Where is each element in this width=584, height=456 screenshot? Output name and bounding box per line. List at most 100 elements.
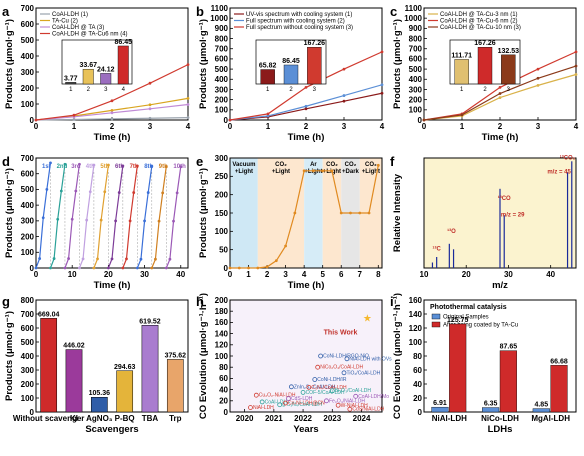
c-inset-category: 1 — [460, 87, 464, 93]
b-series-line-point — [304, 86, 308, 89]
i-value-label: 6.35 — [484, 401, 498, 408]
d-cycle-line-point — [157, 219, 161, 223]
b-series-line-point — [380, 91, 384, 95]
i-value-label: 87.65 — [500, 344, 518, 351]
g-ytick-label: 700 — [21, 310, 35, 319]
d-cycle-label: 4th — [86, 164, 95, 170]
d-cycle-line-point — [172, 219, 175, 223]
e-x-axis-label: Time (h) — [288, 280, 325, 291]
i-bar — [532, 408, 550, 413]
b-xtick-label: 4 — [380, 122, 385, 131]
e-ytick-label: 200 — [215, 190, 229, 199]
g-category-label: P-BQ — [115, 414, 135, 423]
c-ytick-label: 1100 — [405, 4, 423, 13]
h-literature-point — [329, 388, 335, 394]
e-xtick-label: 7 — [358, 270, 363, 279]
c-x-axis-label: Time (h) — [482, 132, 519, 143]
d-cycle-line-point — [67, 257, 70, 260]
d-cycle-label: 2nd — [57, 164, 68, 170]
g-ytick-label: 400 — [21, 352, 35, 361]
h-literature-point — [324, 398, 329, 404]
d-cycle-line-point — [132, 191, 136, 194]
d-cycle-line-point — [117, 191, 121, 194]
h-literature-point — [312, 377, 318, 382]
i-ytick-label: 120 — [409, 324, 423, 333]
b-series-line-point — [342, 99, 346, 103]
h-literature-point — [318, 353, 324, 359]
c-ytick-label: 400 — [409, 75, 423, 84]
g-value-label: 446.02 — [63, 343, 85, 350]
d-cycle-line-point — [92, 266, 96, 270]
b-xtick-label: 0 — [228, 122, 233, 131]
d-cycle-line-point — [106, 163, 110, 167]
b-inset-bar — [307, 47, 322, 85]
h-point-label: ZnIn₂S₄-CoAl-LDH — [294, 384, 336, 390]
i-value-label: 6.91 — [433, 400, 447, 407]
d-cycle-line-point — [106, 266, 110, 270]
d-cycle-line-point — [81, 257, 85, 261]
a-series-line-point — [110, 111, 114, 115]
h-ytick-label: 40 — [219, 385, 228, 394]
c-series-line-point — [422, 118, 426, 122]
d-cycle-line-point — [128, 219, 132, 223]
h-literature-point — [259, 399, 265, 405]
e-series-line-point — [228, 266, 232, 270]
chart-i: 0 20 40 60 80 100 120 140 160 LDHs CO Evolution (μ… — [392, 293, 577, 435]
a-inset-category: 1 — [69, 87, 73, 93]
c-y-axis-label: Products (μmol·g⁻¹) — [392, 19, 403, 109]
g-bar — [166, 359, 184, 413]
h-xtick-label: 2024 — [353, 414, 371, 423]
h-literature-point — [248, 405, 253, 410]
g-value-label: 375.62 — [165, 352, 187, 359]
h-point-label: TiO₂/CoAl-LDH — [347, 370, 381, 376]
i-ytick-label: 0 — [418, 408, 423, 417]
e-xtick-label: 4 — [302, 270, 307, 279]
b-series-line-point — [266, 114, 270, 118]
d-cycle-line — [165, 166, 182, 269]
e-series-line-point — [376, 163, 380, 167]
d-cycle-line-point — [63, 162, 67, 166]
d-ytick-label: 500 — [21, 185, 35, 194]
a-series-line-point — [186, 103, 190, 106]
a-series-line-point — [110, 117, 114, 121]
a-legend-entry: CoAl-LDH @ TA-Cu6 nm (4) — [52, 32, 128, 38]
a-inset-category: 4 — [122, 87, 126, 93]
h-ytick-label: 140 — [215, 329, 229, 338]
d-cycle-line-point — [99, 218, 103, 222]
g-bar — [40, 318, 58, 413]
a-series-line-point — [110, 99, 114, 103]
c-inset-bar — [477, 47, 493, 85]
c-series-line-point — [460, 113, 464, 117]
a-ytick-label: 200 — [21, 84, 35, 93]
a-x-axis-label: Time (h) — [94, 132, 131, 143]
d-cycle-line — [49, 164, 66, 269]
a-xtick-label: 3 — [148, 122, 153, 131]
panel-letter-g: g — [2, 294, 10, 309]
i-y-axis-label: CO Evolution (μmol·g⁻¹·h⁻¹) — [392, 293, 403, 419]
g-bar — [116, 370, 134, 413]
e-xtick-label: 2 — [265, 270, 270, 279]
i-bar — [482, 407, 500, 413]
h-literature-point — [277, 402, 283, 408]
h-literature-point — [286, 396, 291, 401]
d-xtick-label: 30 — [140, 270, 149, 279]
a-inset-bar — [100, 73, 112, 85]
i-chart-title: Photothermal catalysis — [430, 304, 507, 311]
c-series-line-point — [574, 73, 578, 76]
f-peak-annotation: ¹³C — [432, 246, 441, 253]
a-inset-value-label: 24.12 — [97, 66, 115, 73]
h-ytick-label: 80 — [219, 363, 228, 372]
d-cycle-line-point — [78, 266, 81, 270]
e-xtick-label: 8 — [376, 270, 381, 279]
d-cycle-line-point — [49, 266, 52, 270]
f-x-axis-label: m/z — [492, 280, 508, 291]
d-cycle-line — [78, 164, 95, 269]
e-series-line-point — [265, 265, 269, 269]
b-ytick-label: 600 — [215, 55, 229, 64]
h-literature-point — [288, 384, 294, 390]
h-point-label: CoNi-LDH/IR — [317, 377, 347, 383]
h-literature-point — [335, 402, 341, 408]
c-ytick-label: 0 — [418, 116, 423, 125]
f-xtick-label: 40 — [546, 270, 555, 279]
